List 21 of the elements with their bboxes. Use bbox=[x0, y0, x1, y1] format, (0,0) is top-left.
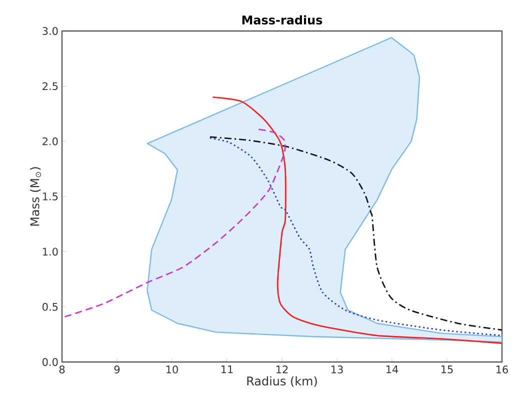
line-series bbox=[64, 128, 286, 318]
x-tick-label: 14 bbox=[386, 366, 398, 374]
x-tick-label: 11 bbox=[221, 366, 233, 374]
y-tick-label: 1.5 bbox=[42, 192, 58, 200]
x-tick-label: 15 bbox=[441, 366, 453, 374]
x-tick-label: 12 bbox=[276, 366, 288, 374]
x-tick-label: 10 bbox=[166, 366, 178, 374]
line-series bbox=[212, 96, 502, 344]
y-tick-label: 2.0 bbox=[42, 137, 58, 146]
x-tick-label: 9 bbox=[114, 366, 120, 374]
y-tick-label: 0.5 bbox=[42, 302, 58, 311]
y-tick-label: 0.0 bbox=[42, 358, 58, 366]
x-tick-label: 16 bbox=[496, 366, 508, 374]
y-tick-label: 1.0 bbox=[42, 248, 58, 256]
x-tick-label: 8 bbox=[59, 366, 65, 374]
chart-title: Mass-radius bbox=[242, 15, 322, 24]
y-tick-label: 3.0 bbox=[42, 27, 58, 35]
x-tick-label: 13 bbox=[331, 366, 343, 374]
y-tick-label: 2.5 bbox=[42, 82, 58, 90]
x-axis-title: Radius (km) bbox=[247, 376, 317, 387]
y-axis-title: Mass (M$_{⊙}$) bbox=[30, 167, 41, 226]
